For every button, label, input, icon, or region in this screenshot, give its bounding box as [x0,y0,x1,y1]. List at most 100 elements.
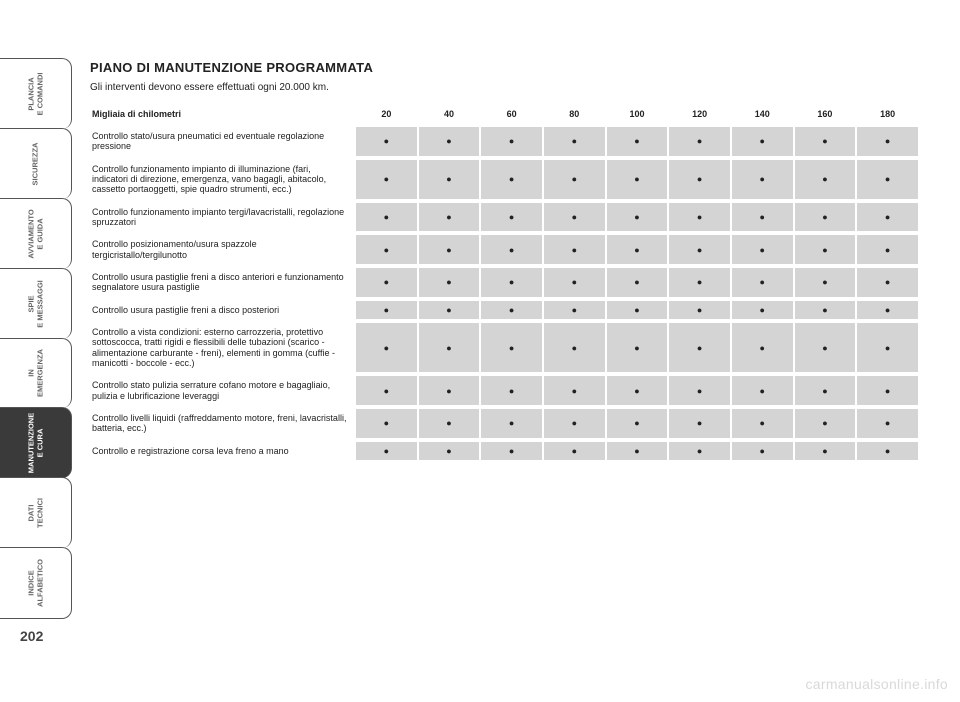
check-dot-icon: ● [634,174,639,184]
check-dot-icon: ● [822,245,827,255]
check-dot-icon: ● [634,277,639,287]
km-cell: ● [480,233,543,266]
header-km-col: 60 [480,105,543,125]
km-cell: ● [856,321,919,374]
check-dot-icon: ● [885,305,890,315]
check-dot-icon: ● [572,446,577,456]
km-cell: ● [355,201,418,234]
check-dot-icon: ● [446,212,451,222]
km-cell: ● [856,201,919,234]
km-cell: ● [606,299,669,321]
km-cell: ● [418,407,481,440]
km-cell: ● [668,233,731,266]
km-cell: ● [543,233,606,266]
check-dot-icon: ● [384,245,389,255]
side-tab[interactable]: AVVIAMENTOE GUIDA [0,198,72,269]
km-cell: ● [480,201,543,234]
km-cell: ● [794,201,857,234]
km-cell: ● [480,158,543,201]
check-dot-icon: ● [760,343,765,353]
check-dot-icon: ● [572,174,577,184]
check-dot-icon: ● [634,446,639,456]
check-dot-icon: ● [572,343,577,353]
km-cell: ● [480,374,543,407]
check-dot-icon: ● [446,418,451,428]
check-dot-icon: ● [384,446,389,456]
km-cell: ● [668,440,731,462]
km-cell: ● [606,407,669,440]
check-dot-icon: ● [760,418,765,428]
check-dot-icon: ● [384,212,389,222]
operation-cell: Controllo funzionamento impianto tergi/l… [90,201,355,234]
table-row: Controllo usura pastiglie freni a disco … [90,266,919,299]
check-dot-icon: ● [822,277,827,287]
check-dot-icon: ● [509,343,514,353]
km-cell: ● [480,321,543,374]
table-row: Controllo stato pulizia serrature cofano… [90,374,919,407]
check-dot-icon: ● [446,305,451,315]
check-dot-icon: ● [384,343,389,353]
header-km-col: 180 [856,105,919,125]
check-dot-icon: ● [572,245,577,255]
maintenance-schedule-table: Migliaia di chilometri 20406080100120140… [90,105,920,465]
table-row: Controllo funzionamento impianto di illu… [90,158,919,201]
km-cell: ● [606,201,669,234]
side-tab[interactable]: MANUTENZIONEE CURA [0,407,72,478]
km-cell: ● [480,266,543,299]
check-dot-icon: ● [697,386,702,396]
km-cell: ● [606,125,669,158]
km-cell: ● [668,407,731,440]
header-km-col: 80 [543,105,606,125]
check-dot-icon: ● [760,446,765,456]
km-cell: ● [794,158,857,201]
check-dot-icon: ● [760,386,765,396]
check-dot-icon: ● [697,277,702,287]
check-dot-icon: ● [885,212,890,222]
check-dot-icon: ● [572,418,577,428]
check-dot-icon: ● [634,245,639,255]
km-cell: ● [418,266,481,299]
side-tab[interactable]: PLANCIAE COMANDI [0,58,72,129]
km-cell: ● [355,440,418,462]
km-cell: ● [543,299,606,321]
side-tab[interactable]: INDICEALFABETICO [0,547,72,619]
check-dot-icon: ● [634,136,639,146]
header-km-col: 160 [794,105,857,125]
side-tab[interactable]: SPIEE MESSAGGI [0,268,72,339]
check-dot-icon: ● [822,136,827,146]
km-cell: ● [731,201,794,234]
km-cell: ● [668,125,731,158]
km-cell: ● [355,158,418,201]
km-cell: ● [731,440,794,462]
km-cell: ● [418,201,481,234]
km-cell: ● [668,321,731,374]
km-cell: ● [794,266,857,299]
check-dot-icon: ● [822,174,827,184]
table-row: Controllo a vista condizioni: esterno ca… [90,321,919,374]
check-dot-icon: ● [384,174,389,184]
check-dot-icon: ● [634,418,639,428]
check-dot-icon: ● [885,446,890,456]
side-tab[interactable]: INEMERGENZA [0,338,72,409]
main-content: PIANO DI MANUTENZIONE PROGRAMMATA Gli in… [90,60,920,642]
check-dot-icon: ● [634,386,639,396]
table-row: Controllo funzionamento impianto tergi/l… [90,201,919,234]
side-tab[interactable]: SICUREZZA [0,128,72,199]
header-km-col: 100 [606,105,669,125]
check-dot-icon: ● [760,305,765,315]
side-tab-label: MANUTENZIONEE CURA [27,413,44,473]
side-tab-label: SICUREZZA [31,142,40,185]
side-tab[interactable]: DATITECNICI [0,477,72,548]
check-dot-icon: ● [446,136,451,146]
table-row: Controllo stato/usura pneumatici ed even… [90,125,919,158]
check-dot-icon: ● [697,245,702,255]
check-dot-icon: ● [885,418,890,428]
check-dot-icon: ● [446,343,451,353]
operation-cell: Controllo stato pulizia serrature cofano… [90,374,355,407]
check-dot-icon: ● [446,277,451,287]
km-cell: ● [480,299,543,321]
km-cell: ● [606,158,669,201]
check-dot-icon: ● [572,277,577,287]
km-cell: ● [856,440,919,462]
km-cell: ● [731,299,794,321]
